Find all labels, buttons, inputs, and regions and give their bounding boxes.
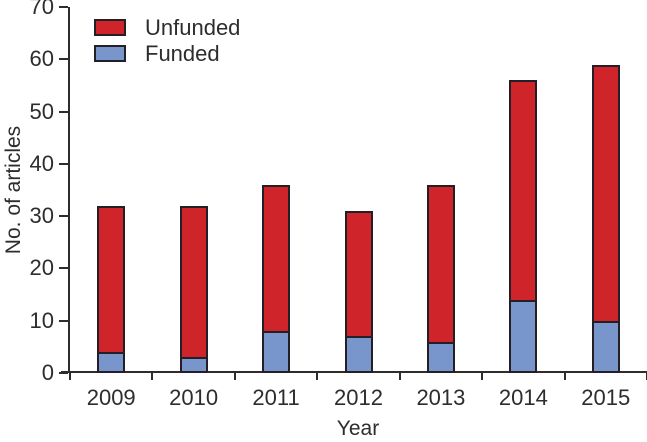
y-axis-line xyxy=(68,7,70,373)
x-axis-tick-label: 2015 xyxy=(581,385,631,410)
x-axis-tick xyxy=(151,373,154,380)
y-axis-tick-label: 30 xyxy=(29,203,54,229)
x-axis-tick-label: 2009 xyxy=(86,385,136,410)
x-axis-tick-label: 2011 xyxy=(252,385,300,410)
y-axis-tick xyxy=(59,162,68,165)
legend-swatch-funded xyxy=(94,45,126,62)
y-axis-tick xyxy=(59,6,68,8)
y-axis-title: No. of articles xyxy=(2,125,25,255)
stacked-bar-2014 xyxy=(509,80,538,373)
legend-label-funded: Funded xyxy=(145,40,220,66)
stacked-bar-2010 xyxy=(179,205,208,373)
stacked-bar-2012 xyxy=(344,210,373,373)
y-axis-tick-label: 0 xyxy=(41,360,54,385)
x-axis-tick xyxy=(481,373,484,380)
stacked-bar-2009 xyxy=(97,205,126,373)
chart-legend: Unfunded Funded xyxy=(94,14,241,71)
y-axis-tick-label: 50 xyxy=(29,98,54,124)
y-axis-tick-label: 60 xyxy=(29,46,54,72)
y-axis-tick-label: 20 xyxy=(29,255,54,281)
legend-label-unfunded: Unfunded xyxy=(145,14,241,40)
y-axis-tick-label: 40 xyxy=(29,150,54,176)
legend-entry-unfunded: Unfunded xyxy=(94,14,241,40)
x-axis-tick-label: 2014 xyxy=(498,385,548,410)
y-axis-tick xyxy=(59,215,68,218)
x-axis-title: Year xyxy=(336,417,380,440)
x-axis-tick xyxy=(69,373,71,380)
x-axis-tick-label: 2013 xyxy=(416,385,466,410)
stacked-bar-2015 xyxy=(591,64,620,373)
y-axis-tick-label: 10 xyxy=(29,307,54,333)
funded-segment-2012 xyxy=(346,336,371,371)
stacked-bar-2013 xyxy=(426,184,455,373)
y-axis-tick xyxy=(59,372,68,374)
y-axis-tick xyxy=(59,319,68,322)
x-axis-tick-label: 2012 xyxy=(334,385,383,410)
y-axis-tick xyxy=(59,110,68,113)
legend-swatch-unfunded xyxy=(94,19,126,36)
y-axis-tick xyxy=(59,58,68,61)
x-axis-tick xyxy=(398,373,401,380)
x-axis-tick xyxy=(316,373,319,380)
funded-segment-2009 xyxy=(99,352,124,371)
legend-entry-funded: Funded xyxy=(94,40,240,66)
funded-segment-2011 xyxy=(264,331,289,371)
plot-area: Unfunded Funded 0 10 20 30 40 50 60 70 2009 2010 2… xyxy=(30,0,647,410)
x-axis-tick-label: 2010 xyxy=(169,385,219,410)
x-axis-tick xyxy=(563,373,566,380)
funded-segment-2010 xyxy=(181,357,206,371)
funded-segment-2015 xyxy=(593,320,618,371)
funded-segment-2013 xyxy=(428,341,453,371)
y-axis-tick xyxy=(59,267,68,270)
funded-segment-2014 xyxy=(511,299,536,371)
y-axis-tick-label: 70 xyxy=(29,0,54,19)
x-axis-tick xyxy=(233,373,236,380)
stacked-bar-2011 xyxy=(262,184,291,373)
